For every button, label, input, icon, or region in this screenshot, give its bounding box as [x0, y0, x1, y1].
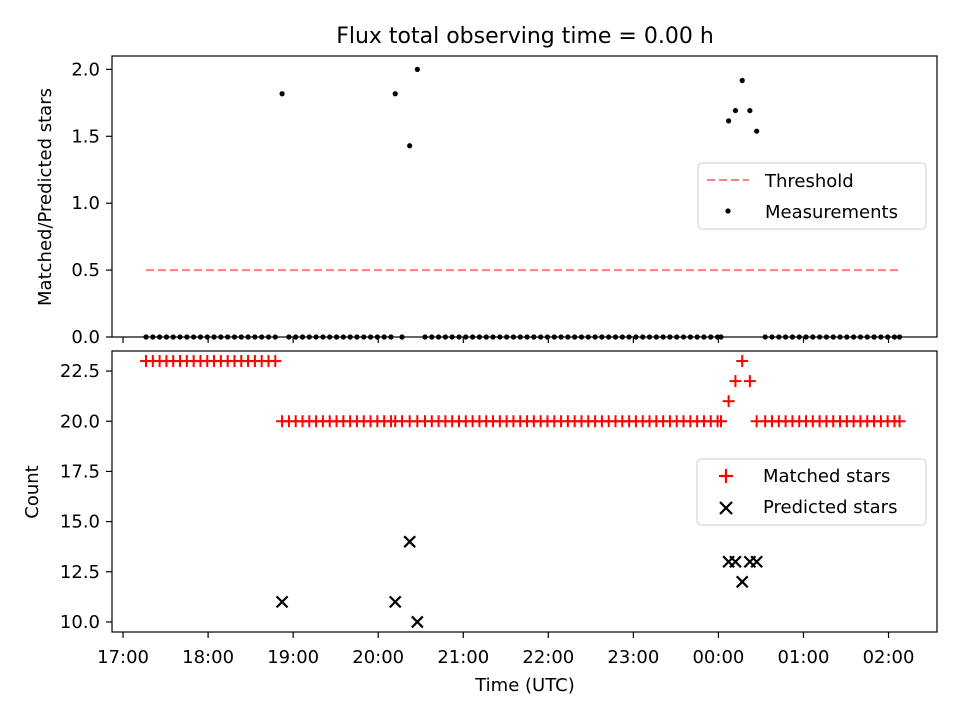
predicted-star-marker: [403, 535, 416, 548]
bottom-legend: Matched stars Predicted stars: [696, 458, 927, 526]
matched-star-marker: [729, 375, 742, 388]
predicted-star-marker: [411, 615, 424, 629]
predicted-star-marker-b: [735, 575, 749, 589]
measurement-point: [279, 91, 285, 97]
bottom-legend-box: [696, 458, 927, 526]
predicted-star-marker: [729, 555, 742, 569]
x-tick-label: 17:00: [97, 647, 149, 668]
bottom-y-tick-label: 17.5: [60, 461, 100, 482]
matched-stars-legend-label: Matched stars: [763, 466, 890, 487]
predicted-star-marker: [735, 575, 749, 589]
predicted-stars-legend-label: Predicted stars: [763, 497, 897, 518]
measurement-point: [407, 143, 413, 149]
measurement-point: [732, 107, 739, 114]
bottom-y-tick-label: 20.0: [60, 411, 100, 432]
bottom-plot-marks: [140, 355, 906, 629]
bottom-y-tick-label: 10.0: [60, 612, 100, 633]
measurement-point: [747, 107, 753, 114]
measurement-point: [739, 77, 745, 84]
x-tick-label: 21:00: [437, 647, 489, 668]
x-tick-label: 00:00: [692, 647, 744, 668]
x-tick-label: 20:00: [352, 647, 404, 668]
predicted-stars-legend-swatch: [719, 501, 733, 515]
x-tick-label: 02:00: [863, 647, 915, 668]
measurements-legend-label: Measurements: [765, 202, 898, 223]
bottom-y-tick-label: 12.5: [60, 562, 100, 583]
matched-star-marker: [269, 355, 282, 368]
predicted-star-marker-b: [275, 595, 289, 609]
measurement-point: [414, 66, 420, 72]
bottom-plot-frame: [111, 350, 938, 633]
top-y-tick-label: 1.5: [71, 126, 100, 147]
predicted-star-marker-b: [411, 615, 424, 629]
x-tick-label: 19:00: [267, 647, 319, 668]
x-axis: 17:00 18:00 19:00 20:00 21:00 22:00 23:00 00:00…: [97, 632, 914, 668]
measurements-legend-swatch: [725, 208, 731, 214]
bottom-y-tick-label: 15.0: [60, 512, 100, 533]
matched-star-marker: [743, 375, 756, 388]
chart-title: Flux total observing time = 0.00 h: [336, 24, 714, 49]
predicted-star-marker-b: [750, 555, 763, 569]
measurement-point: [726, 118, 732, 124]
bottom-y-axis: 10.0 12.5 15.0 17.5 20.0 22.5: [60, 361, 112, 633]
x-tick-label: 01:00: [778, 647, 830, 668]
top-y-axis: 0.0 0.5 1.0 1.5 2.0: [71, 59, 112, 348]
predicted-star-marker-b: [729, 555, 742, 569]
bottom-y-axis-label: Count: [22, 465, 43, 518]
top-x-tick-marks: [122, 337, 890, 343]
predicted-star-marker: [275, 595, 289, 609]
bottom-y-tick-label: 22.5: [60, 361, 100, 382]
x-tick-label: 23:00: [607, 647, 659, 668]
predicted-star-marker-b: [403, 535, 416, 548]
predicted-star-marker-b: [388, 595, 402, 609]
measurement-point: [754, 128, 760, 134]
matched-star-marker: [714, 415, 727, 428]
x-tick-label: 18:00: [182, 647, 234, 668]
top-panel: 0.00.51.01.52.0 Matched/Predicted stars …: [35, 55, 938, 348]
measurement-point: [392, 91, 398, 97]
top-y-axis-label: Matched/Predicted stars: [35, 88, 56, 306]
x-axis-label: Time (UTC): [474, 675, 575, 696]
top-y-tick-label: 2.0: [71, 59, 100, 80]
bottom-panel: 17:00 18:00 19:00 20:00 21:00 22:00 23:00 00:00…: [22, 350, 938, 696]
matched-star-marker: [722, 395, 735, 408]
top-y-tick-label: 0.0: [71, 327, 100, 348]
matched-star-marker: [736, 355, 749, 368]
x-tick-label: 22:00: [522, 647, 574, 668]
matched-star-marker: [893, 415, 906, 428]
top-legend: Threshold Measurements: [697, 162, 927, 230]
top-y-tick-label: 0.5: [71, 260, 100, 281]
top-y-tick-label: 1.0: [71, 193, 100, 214]
predicted-star-marker: [388, 595, 402, 609]
threshold-legend-label: Threshold: [764, 171, 854, 192]
predicted-star-marker: [750, 555, 763, 569]
top-plot-frame: [111, 55, 938, 338]
top-legend-box: [697, 162, 927, 230]
matched-stars-legend-swatch: [719, 469, 733, 483]
